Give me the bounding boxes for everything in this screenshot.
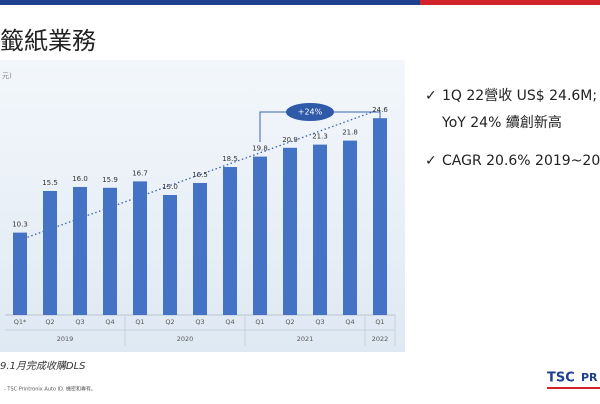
- check: ✓: [425, 153, 437, 169]
- logo-underline: [547, 387, 600, 389]
- top-bar-accent: [420, 0, 600, 5]
- footnote: 9.1月完成收購DLS: [0, 360, 86, 372]
- x-tick-label: Q1: [375, 318, 384, 326]
- x-group-label: 2020: [177, 335, 194, 343]
- trend-line: [19, 109, 379, 241]
- copyright: - TSC Printronix Auto ID. 機密和專有。: [4, 386, 96, 393]
- annotation: +24%: [298, 108, 323, 117]
- value-label: 15.0: [162, 183, 178, 191]
- x-tick-label: Q4: [345, 318, 354, 326]
- x-tick-label: Q3: [315, 318, 324, 326]
- value-label: 19.8: [252, 145, 268, 153]
- value-label: 21.8: [342, 129, 358, 137]
- bar: [223, 167, 237, 315]
- bar: [253, 156, 267, 315]
- x-tick-label: Q1: [135, 318, 144, 326]
- slide-title: 籤紙業務: [0, 27, 96, 55]
- x-tick-label: Q3: [195, 318, 204, 326]
- x-tick-label: Q4: [225, 318, 234, 326]
- bullet-text: 1Q 22營收 US$ 24.6M;: [442, 88, 597, 104]
- value-label: 18.5: [222, 155, 238, 163]
- bullets: ✓ 1Q 22營收 US$ 24.6M; YoY 24% 續創新高 ✓ CAGR…: [425, 88, 600, 169]
- logo: TSC: [547, 371, 575, 386]
- bar: [343, 140, 357, 315]
- value-label: 16.0: [72, 175, 88, 183]
- bar: [133, 181, 147, 315]
- x-tick-label: Q2: [45, 318, 54, 326]
- x-group-label: 2022: [372, 335, 389, 343]
- bullet-text: YoY 24% 續創新高: [441, 114, 562, 131]
- bar: [73, 187, 87, 315]
- x-tick-label: Q4: [105, 318, 114, 326]
- x-tick-label: Q3: [75, 318, 84, 326]
- bar: [13, 232, 27, 315]
- value-label: 16.7: [132, 169, 148, 177]
- x-tick-label: Q1: [255, 318, 264, 326]
- value-label: 15.9: [102, 176, 118, 184]
- x-tick-label: Q2: [285, 318, 294, 326]
- y-axis-label: 元): [2, 72, 12, 80]
- top-bar: [0, 0, 420, 5]
- bar: [193, 183, 207, 315]
- x-group-label: 2021: [297, 335, 314, 343]
- bar: [373, 118, 387, 315]
- value-label: 21.3: [312, 133, 328, 141]
- value-label: 16.5: [192, 171, 208, 179]
- logo: PR: [581, 371, 598, 384]
- x-group-label: 2019: [57, 335, 74, 343]
- value-label: 15.5: [42, 179, 58, 187]
- check: ✓: [425, 88, 437, 104]
- growth-badge: [286, 103, 334, 121]
- x-tick-label: Q1*: [14, 318, 27, 326]
- bar: [103, 187, 117, 315]
- value-label: 24.6: [372, 106, 388, 114]
- bar: [43, 191, 57, 315]
- bar: [283, 147, 297, 315]
- bullet-text: CAGR 20.6% 2019~20: [442, 153, 600, 169]
- bar: [313, 144, 327, 315]
- x-tick-label: Q2: [165, 318, 174, 326]
- bar: [163, 195, 177, 315]
- value-label: 10.3: [12, 221, 28, 229]
- value-label: 20.9: [282, 136, 298, 144]
